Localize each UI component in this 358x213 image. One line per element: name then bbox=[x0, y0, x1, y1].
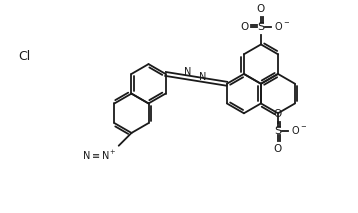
Text: Cl: Cl bbox=[19, 50, 31, 63]
Text: O$^-$: O$^-$ bbox=[291, 124, 307, 136]
Text: N: N bbox=[199, 72, 206, 82]
Text: $\mathdefault{N{\equiv}N^+}$: $\mathdefault{N{\equiv}N^+}$ bbox=[82, 149, 117, 162]
Text: O: O bbox=[240, 22, 248, 32]
Text: N: N bbox=[184, 68, 192, 78]
Text: O$^-$: O$^-$ bbox=[274, 20, 290, 32]
Text: S: S bbox=[274, 126, 281, 136]
Text: O: O bbox=[257, 4, 265, 14]
Text: S: S bbox=[257, 22, 265, 32]
Text: O: O bbox=[274, 109, 282, 119]
Text: O: O bbox=[274, 144, 282, 154]
